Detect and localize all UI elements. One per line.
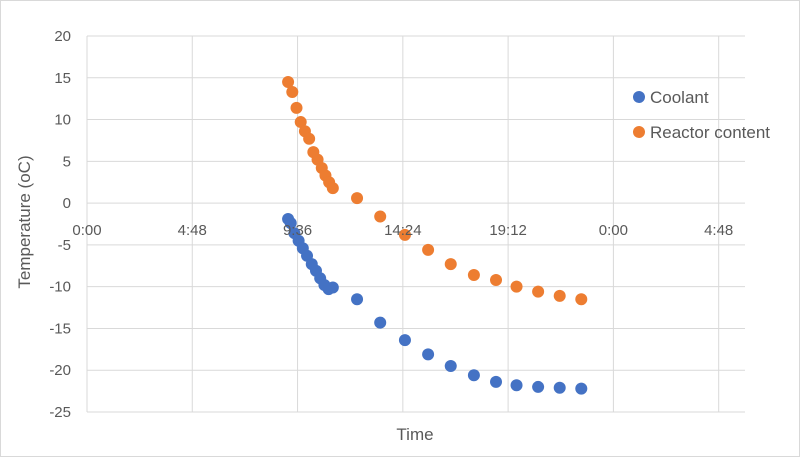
coolant-point bbox=[284, 217, 297, 230]
reactor-content-point bbox=[294, 116, 307, 129]
reactor-content-point bbox=[303, 132, 316, 145]
reactor-content-point bbox=[575, 293, 588, 306]
reactor-content-point bbox=[286, 85, 299, 98]
legend-marker bbox=[633, 91, 645, 103]
coolant-point bbox=[351, 293, 364, 306]
legend: Coolant Reactor content bbox=[633, 88, 770, 142]
coolant-point bbox=[553, 381, 566, 394]
x-tick-label: 9:36 bbox=[283, 222, 312, 239]
reactor-content-point bbox=[290, 101, 303, 114]
y-tick-label: -20 bbox=[49, 362, 71, 379]
coolant-point bbox=[444, 360, 457, 373]
data-markers bbox=[282, 75, 588, 395]
grid-lines bbox=[86, 35, 745, 413]
y-tick-label: 0 bbox=[63, 195, 71, 212]
y-tick-label: 10 bbox=[54, 112, 71, 129]
coolant-point bbox=[490, 375, 503, 388]
x-axis-title: Time bbox=[396, 425, 433, 444]
y-axis-title: Temperature (oC) bbox=[15, 155, 34, 288]
coolant-point bbox=[398, 334, 411, 347]
reactor-content-point bbox=[532, 285, 545, 298]
y-tick-label: 5 bbox=[63, 153, 71, 170]
x-tick-label: 0:00 bbox=[72, 222, 101, 239]
coolant-point bbox=[575, 382, 588, 395]
y-tick-label: -10 bbox=[49, 279, 71, 296]
x-tick-label: 0:00 bbox=[599, 222, 628, 239]
reactor-content-point bbox=[467, 268, 480, 281]
x-tick-label: 19:12 bbox=[489, 222, 527, 239]
reactor-content-point bbox=[398, 228, 411, 241]
legend-marker bbox=[633, 126, 645, 138]
reactor-content-point bbox=[444, 258, 457, 271]
x-tick-label: 4:48 bbox=[178, 222, 207, 239]
legend-label: Reactor content bbox=[650, 123, 770, 142]
y-tick-label: -5 bbox=[58, 237, 71, 254]
reactor-content-point bbox=[510, 280, 523, 293]
coolant-point bbox=[510, 379, 523, 392]
x-tick-label: 14:24 bbox=[384, 222, 422, 239]
coolant-point bbox=[532, 380, 545, 393]
coolant-point bbox=[422, 348, 435, 361]
reactor-content-point bbox=[282, 75, 295, 88]
coolant-point bbox=[326, 281, 339, 294]
reactor-content-point bbox=[374, 210, 387, 223]
x-tick-label: 4:48 bbox=[704, 222, 733, 239]
coolant-point bbox=[374, 316, 387, 329]
reactor-content-point bbox=[422, 243, 435, 256]
coolant-point bbox=[467, 369, 480, 382]
y-tick-label: -25 bbox=[49, 404, 71, 421]
legend-label: Coolant bbox=[650, 88, 709, 107]
tick-labels: 20 15 10 5 0 -5 -10 -15 -20 -25 0:00 4:48 9:36 14:24 1… bbox=[49, 28, 733, 421]
reactor-content-point bbox=[326, 182, 339, 195]
reactor-content-point bbox=[351, 192, 364, 205]
reactor-content-point bbox=[490, 273, 503, 286]
y-tick-label: 15 bbox=[54, 70, 71, 87]
y-tick-label: 20 bbox=[54, 28, 71, 45]
y-tick-label: -15 bbox=[49, 320, 71, 337]
reactor-content-point bbox=[553, 289, 566, 302]
